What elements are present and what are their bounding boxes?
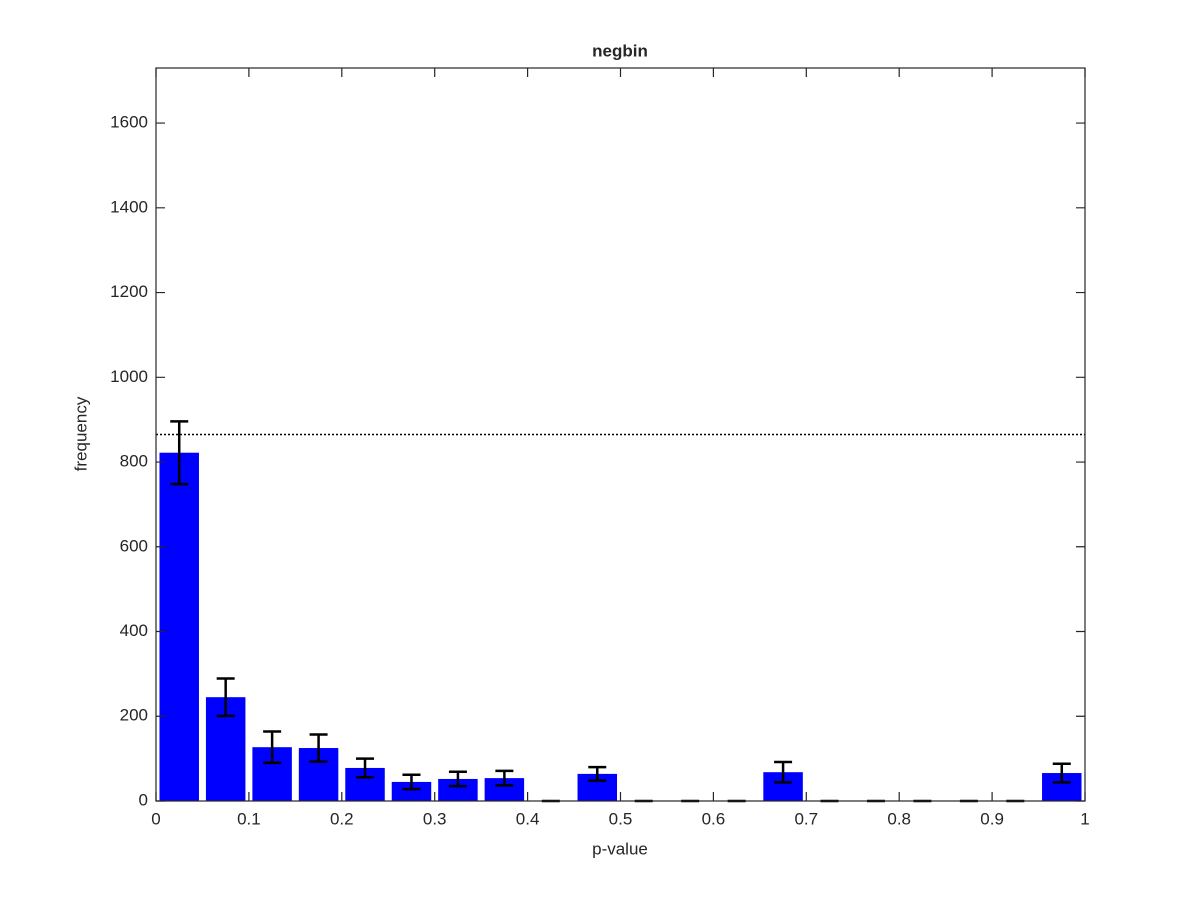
x-tick-label: 0.7 <box>794 809 818 828</box>
y-tick-label: 600 <box>120 536 148 555</box>
error-bar <box>774 760 793 784</box>
x-tick-label: 0.8 <box>887 809 911 828</box>
y-tick-label: 1000 <box>110 367 148 386</box>
x-tick-label: 1 <box>1080 809 1089 828</box>
y-tick-label: 1600 <box>110 113 148 132</box>
bar <box>159 452 199 801</box>
chart-title: negbin <box>592 41 648 60</box>
error-bar <box>263 730 282 765</box>
x-tick-label: 0.2 <box>330 809 354 828</box>
x-tick-label: 0.4 <box>516 809 540 828</box>
error-bar <box>588 765 607 782</box>
error-bar <box>1052 762 1071 784</box>
y-tick-label: 200 <box>120 706 148 725</box>
y-tick-label: 1200 <box>110 282 148 301</box>
error-bar <box>402 773 421 791</box>
y-tick-label: 1400 <box>110 197 148 216</box>
bar <box>438 778 478 801</box>
error-bar <box>309 733 328 763</box>
bar <box>484 778 525 801</box>
x-tick-label: 0.3 <box>423 809 447 828</box>
bar <box>391 781 432 801</box>
x-tick-label: 0.9 <box>980 809 1004 828</box>
x-axis-label: p-value <box>592 839 648 858</box>
error-bar <box>495 769 514 787</box>
x-tick-label: 0.5 <box>609 809 633 828</box>
y-axis-label: frequency <box>71 396 90 471</box>
error-bar <box>356 757 375 779</box>
x-tick-label: 0.6 <box>702 809 726 828</box>
x-tick-label: 0.1 <box>237 809 261 828</box>
error-bar <box>216 677 235 718</box>
error-bar <box>448 770 467 788</box>
error-bar <box>170 420 189 486</box>
x-tick-label: 0 <box>151 809 160 828</box>
y-tick-label: 0 <box>139 790 148 809</box>
y-tick-label: 400 <box>120 621 148 640</box>
y-tick-label: 800 <box>120 452 148 471</box>
